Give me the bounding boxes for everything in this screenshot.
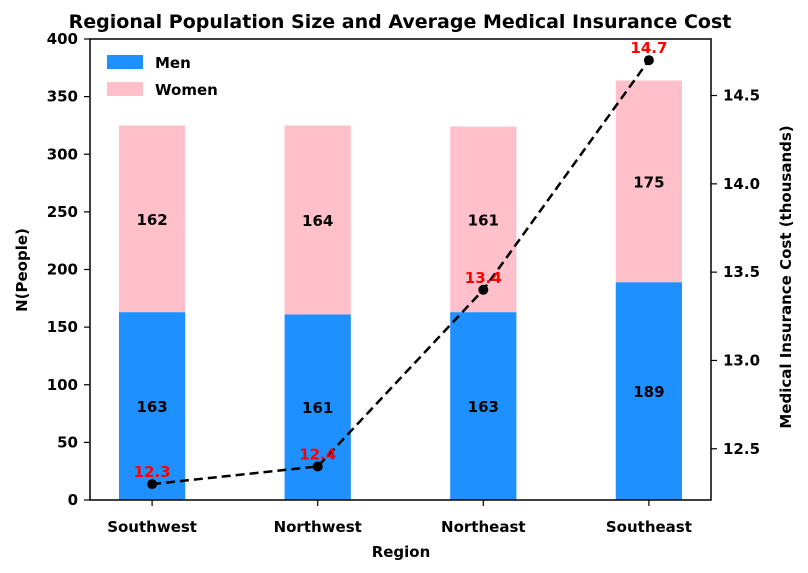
bar-label-men: 161 — [302, 399, 333, 417]
y-tick-label: 50 — [57, 433, 78, 451]
y-tick-label: 100 — [47, 376, 78, 394]
cost-line — [151, 59, 650, 486]
y2-tick-label: 13.0 — [723, 351, 760, 369]
legend-label-men: Men — [155, 54, 191, 72]
bar-women — [118, 125, 186, 313]
bar-label-women: 164 — [302, 212, 333, 230]
cost-point — [312, 461, 323, 472]
legend: Men Women — [107, 54, 218, 99]
x-tick-label: Northeast — [441, 518, 526, 536]
y-tick-label: 250 — [47, 203, 78, 221]
bar-women — [284, 125, 351, 315]
cost-point — [147, 479, 158, 490]
axes: 0 50 100 150 200 250 300 350 400 12.5 13.0 13.5 14.0… — [47, 30, 760, 536]
cost-point — [643, 55, 654, 66]
y-tick-label: 200 — [47, 261, 78, 279]
cost-label: 12.3 — [134, 463, 171, 481]
cost-label: 13.4 — [465, 269, 502, 287]
legend-label-women: Women — [155, 81, 218, 99]
y-tick-label: 150 — [47, 318, 78, 336]
y-tick-label: 350 — [47, 88, 78, 106]
y2-tick-label: 14.0 — [723, 175, 760, 193]
x-tick-label: Southeast — [606, 518, 692, 536]
bar-label-men: 189 — [633, 383, 664, 401]
legend-swatch-women — [107, 82, 143, 96]
y2-axis-label: Medical Insurance Cost (thousands) — [777, 125, 795, 428]
y-axis-label: N(People) — [13, 228, 31, 312]
cost-label: 12.4 — [299, 445, 336, 463]
y2-tick-label: 12.5 — [723, 440, 760, 458]
cost-point — [478, 284, 489, 295]
bar-men — [118, 312, 186, 500]
legend-swatch-men — [107, 55, 143, 69]
x-axis-label: Region — [372, 543, 431, 561]
cost-label: 14.7 — [630, 39, 667, 57]
bar-label-men: 163 — [468, 398, 499, 416]
y-tick-label: 0 — [68, 491, 78, 509]
bar-women — [450, 126, 517, 313]
bar-women — [615, 80, 683, 283]
y2-tick-label: 13.5 — [723, 263, 760, 281]
y-tick-label: 400 — [47, 30, 78, 48]
bar-label-women: 175 — [633, 173, 664, 191]
bar-men — [450, 312, 517, 500]
x-tick-label: Northwest — [274, 518, 362, 536]
y-tick-label: 300 — [47, 145, 78, 163]
x-tick-label: Southwest — [107, 518, 197, 536]
bar-label-women: 162 — [136, 211, 167, 229]
chart-title: Regional Population Size and Average Med… — [69, 11, 732, 33]
bar-label-men: 163 — [136, 398, 167, 416]
y2-tick-label: 14.5 — [723, 87, 760, 105]
bar-men — [615, 282, 683, 500]
plot-area: 163 162 161 164 163 161 189 175 12.3 12.4 13.4 14.7 — [118, 39, 683, 500]
bar-label-women: 161 — [468, 211, 499, 229]
